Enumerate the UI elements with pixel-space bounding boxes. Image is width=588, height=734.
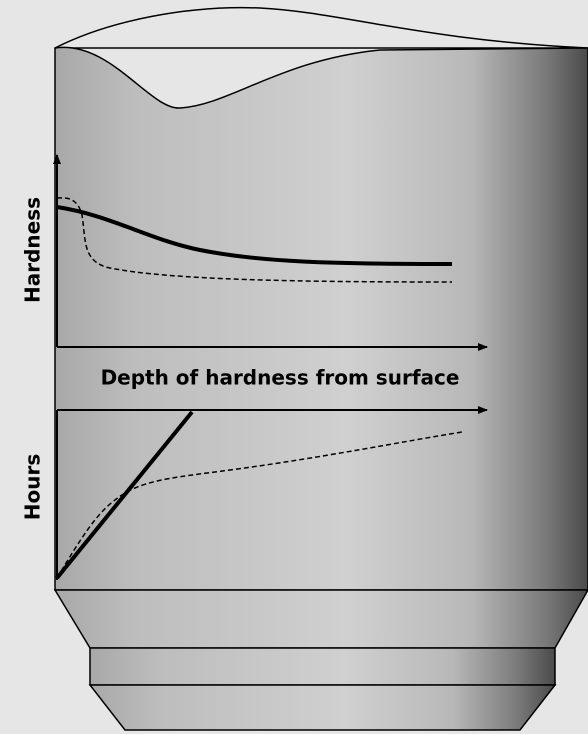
hours-label: Hours (21, 454, 45, 520)
band (90, 648, 555, 685)
page: Hardness Depth of hardness from surface … (0, 0, 588, 734)
base (90, 685, 555, 730)
cylinder-top (55, 8, 588, 48)
chamfer (55, 590, 588, 648)
depth-label: Depth of hardness from surface (101, 366, 460, 390)
cylinder-body (55, 47, 588, 590)
hardness-label: Hardness (21, 197, 45, 303)
diagram: Hardness Depth of hardness from surface … (0, 0, 588, 734)
